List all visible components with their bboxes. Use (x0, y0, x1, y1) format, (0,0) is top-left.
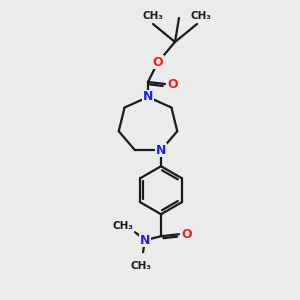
Text: N: N (143, 94, 153, 106)
Text: O: O (153, 56, 163, 68)
Text: N: N (143, 91, 153, 103)
Text: N: N (156, 144, 166, 157)
Text: CH₃: CH₃ (142, 11, 164, 21)
Text: O: O (182, 228, 192, 241)
Text: N: N (140, 234, 150, 247)
Text: CH₃: CH₃ (190, 11, 212, 21)
Text: CH₃: CH₃ (112, 221, 134, 231)
Text: O: O (168, 77, 178, 91)
Text: CH₃: CH₃ (130, 261, 152, 271)
